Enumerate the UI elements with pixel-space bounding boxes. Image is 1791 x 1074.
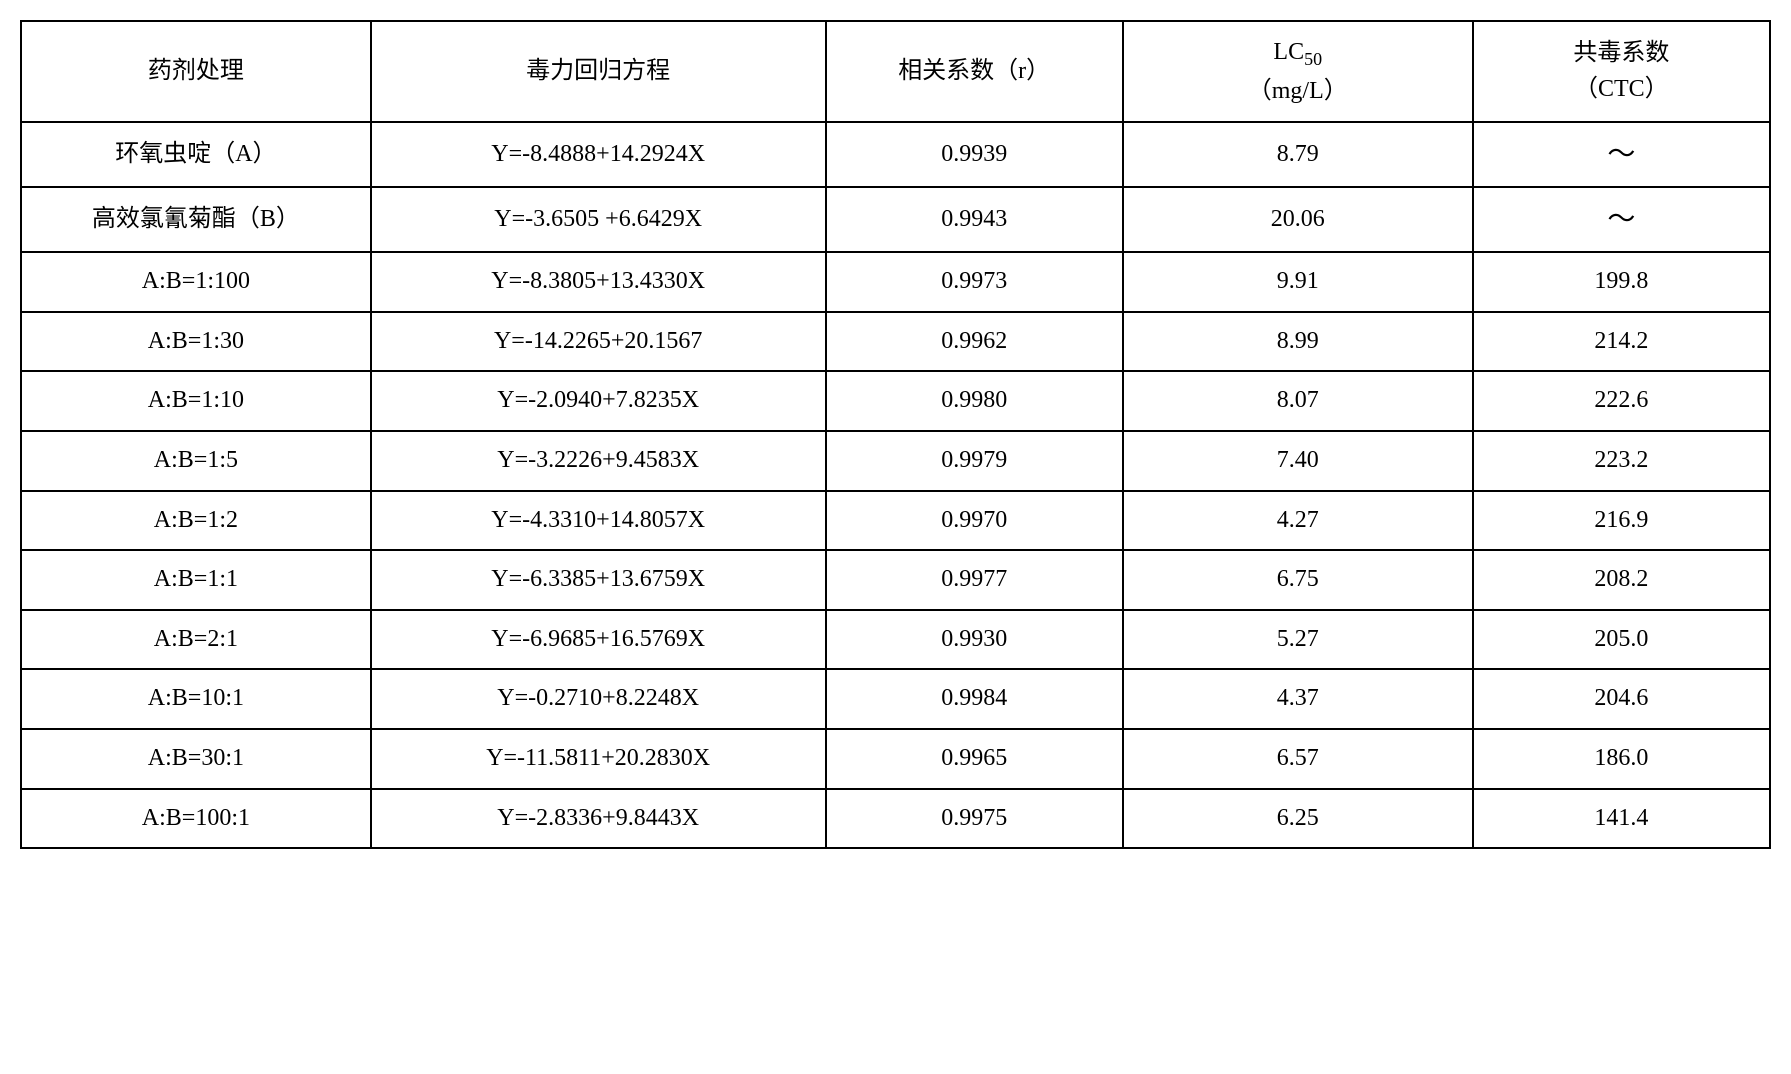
cell-treatment: A:B=1:5: [21, 431, 371, 491]
header-ctc: 共毒系数 （CTC）: [1473, 21, 1770, 122]
table-row: A:B=1:10 Y=-2.0940+7.8235X 0.9980 8.07 2…: [21, 371, 1770, 431]
cell-ctc: 205.0: [1473, 610, 1770, 670]
cell-treatment: 高效氯氰菊酯（B）: [21, 187, 371, 252]
cell-lc50: 6.75: [1123, 550, 1473, 610]
cell-correlation: 0.9930: [826, 610, 1123, 670]
table-row: A:B=2:1 Y=-6.9685+16.5769X 0.9930 5.27 2…: [21, 610, 1770, 670]
cell-lc50: 20.06: [1123, 187, 1473, 252]
cell-correlation: 0.9984: [826, 669, 1123, 729]
cell-ctc: 216.9: [1473, 491, 1770, 551]
cell-ctc: ～: [1473, 187, 1770, 252]
ctc-label-line1: 共毒系数: [1573, 40, 1669, 66]
cell-lc50: 4.27: [1123, 491, 1473, 551]
cell-treatment: A:B=30:1: [21, 729, 371, 789]
cell-ctc: 214.2: [1473, 312, 1770, 372]
lc50-label-unit: （mg/L）: [1248, 78, 1348, 104]
cell-regression: Y=-6.3385+13.6759X: [371, 550, 826, 610]
cell-treatment: A:B=1:30: [21, 312, 371, 372]
cell-treatment: 环氧虫啶（A）: [21, 122, 371, 187]
cell-treatment: A:B=1:2: [21, 491, 371, 551]
cell-ctc: 199.8: [1473, 252, 1770, 312]
table-row: A:B=1:2 Y=-4.3310+14.8057X 0.9970 4.27 2…: [21, 491, 1770, 551]
cell-lc50: 8.99: [1123, 312, 1473, 372]
cell-ctc: ～: [1473, 122, 1770, 187]
cell-correlation: 0.9979: [826, 431, 1123, 491]
cell-lc50: 7.40: [1123, 431, 1473, 491]
table-row: A:B=1:30 Y=-14.2265+20.1567 0.9962 8.99 …: [21, 312, 1770, 372]
cell-lc50: 4.37: [1123, 669, 1473, 729]
cell-regression: Y=-0.2710+8.2248X: [371, 669, 826, 729]
cell-ctc: 208.2: [1473, 550, 1770, 610]
cell-treatment: A:B=1:100: [21, 252, 371, 312]
header-correlation: 相关系数（r）: [826, 21, 1123, 122]
lc50-label-sub: 50: [1304, 49, 1322, 69]
table-row: A:B=1:1 Y=-6.3385+13.6759X 0.9977 6.75 2…: [21, 550, 1770, 610]
cell-lc50: 9.91: [1123, 252, 1473, 312]
table-row: A:B=1:5 Y=-3.2226+9.4583X 0.9979 7.40 22…: [21, 431, 1770, 491]
table-row: 环氧虫啶（A） Y=-8.4888+14.2924X 0.9939 8.79 ～: [21, 122, 1770, 187]
cell-lc50: 8.79: [1123, 122, 1473, 187]
cell-regression: Y=-4.3310+14.8057X: [371, 491, 826, 551]
cell-treatment: A:B=100:1: [21, 789, 371, 849]
cell-correlation: 0.9965: [826, 729, 1123, 789]
table-row: A:B=100:1 Y=-2.8336+9.8443X 0.9975 6.25 …: [21, 789, 1770, 849]
cell-correlation: 0.9975: [826, 789, 1123, 849]
toxicity-data-table: 药剂处理 毒力回归方程 相关系数（r） LC50 （mg/L） 共毒系数 （CT…: [20, 20, 1771, 849]
cell-correlation: 0.9962: [826, 312, 1123, 372]
cell-correlation: 0.9973: [826, 252, 1123, 312]
cell-ctc: 204.6: [1473, 669, 1770, 729]
cell-treatment: A:B=1:1: [21, 550, 371, 610]
cell-lc50: 5.27: [1123, 610, 1473, 670]
cell-ctc: 222.6: [1473, 371, 1770, 431]
cell-correlation: 0.9977: [826, 550, 1123, 610]
table-row: A:B=10:1 Y=-0.2710+8.2248X 0.9984 4.37 2…: [21, 669, 1770, 729]
header-lc50: LC50 （mg/L）: [1123, 21, 1473, 122]
cell-correlation: 0.9939: [826, 122, 1123, 187]
cell-regression: Y=-3.2226+9.4583X: [371, 431, 826, 491]
lc50-label-prefix: LC: [1273, 39, 1304, 65]
cell-regression: Y=-8.3805+13.4330X: [371, 252, 826, 312]
table-row: A:B=1:100 Y=-8.3805+13.4330X 0.9973 9.91…: [21, 252, 1770, 312]
cell-lc50: 6.57: [1123, 729, 1473, 789]
table-row: 高效氯氰菊酯（B） Y=-3.6505 +6.6429X 0.9943 20.0…: [21, 187, 1770, 252]
table-body: 环氧虫啶（A） Y=-8.4888+14.2924X 0.9939 8.79 ～…: [21, 122, 1770, 848]
cell-treatment: A:B=10:1: [21, 669, 371, 729]
cell-correlation: 0.9970: [826, 491, 1123, 551]
ctc-label-line2: （CTC）: [1574, 76, 1669, 102]
cell-treatment: A:B=2:1: [21, 610, 371, 670]
header-treatment: 药剂处理: [21, 21, 371, 122]
cell-lc50: 8.07: [1123, 371, 1473, 431]
cell-correlation: 0.9980: [826, 371, 1123, 431]
cell-ctc: 141.4: [1473, 789, 1770, 849]
cell-regression: Y=-11.5811+20.2830X: [371, 729, 826, 789]
cell-ctc: 186.0: [1473, 729, 1770, 789]
cell-regression: Y=-14.2265+20.1567: [371, 312, 826, 372]
table-row: A:B=30:1 Y=-11.5811+20.2830X 0.9965 6.57…: [21, 729, 1770, 789]
cell-regression: Y=-6.9685+16.5769X: [371, 610, 826, 670]
cell-regression: Y=-2.0940+7.8235X: [371, 371, 826, 431]
cell-regression: Y=-8.4888+14.2924X: [371, 122, 826, 187]
table-header: 药剂处理 毒力回归方程 相关系数（r） LC50 （mg/L） 共毒系数 （CT…: [21, 21, 1770, 122]
cell-regression: Y=-2.8336+9.8443X: [371, 789, 826, 849]
cell-ctc: 223.2: [1473, 431, 1770, 491]
cell-lc50: 6.25: [1123, 789, 1473, 849]
header-row: 药剂处理 毒力回归方程 相关系数（r） LC50 （mg/L） 共毒系数 （CT…: [21, 21, 1770, 122]
cell-correlation: 0.9943: [826, 187, 1123, 252]
cell-regression: Y=-3.6505 +6.6429X: [371, 187, 826, 252]
header-regression: 毒力回归方程: [371, 21, 826, 122]
cell-treatment: A:B=1:10: [21, 371, 371, 431]
